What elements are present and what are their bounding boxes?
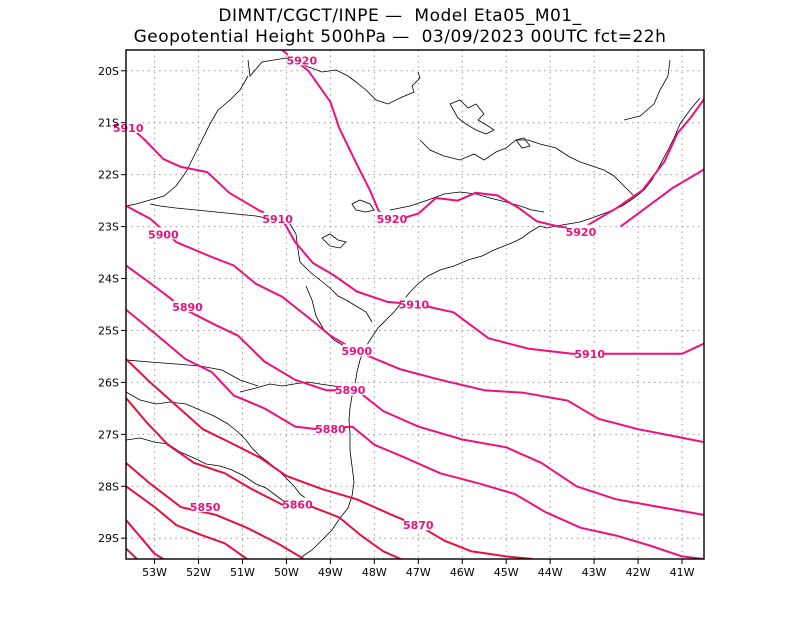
lon-tick-label: 48W	[362, 566, 387, 579]
contour-label-bg	[399, 297, 428, 310]
contour-label-bg	[342, 344, 371, 357]
contour-label: 5920	[566, 226, 597, 239]
political-borders	[126, 57, 701, 559]
state-border-sc-rs	[239, 381, 347, 393]
map-frame	[125, 49, 705, 560]
lat-tick-label: 24S	[98, 273, 119, 286]
contour-label: 5900	[341, 345, 372, 358]
lake-small-3	[515, 137, 531, 149]
contour-label-bg	[283, 497, 312, 510]
contour-line-5910b	[619, 168, 704, 228]
contour-line-5860	[126, 397, 402, 559]
lon-tick-label: 52W	[186, 566, 211, 579]
lon-tick-label: 45W	[494, 566, 519, 579]
contour-line-5840	[126, 485, 248, 559]
lon-tick-label: 43W	[582, 566, 607, 579]
lon-tick-label: 46W	[450, 566, 475, 579]
state-border-sp-rj	[389, 191, 545, 213]
contour-label-bg	[114, 120, 143, 133]
contour-label-bg	[263, 211, 292, 224]
lake-small-1	[351, 199, 375, 213]
contour-label: 5890	[335, 384, 366, 397]
contour-label: 5880	[315, 423, 346, 436]
lat-lon-grid	[126, 50, 704, 559]
lon-tick-label: 51W	[230, 566, 255, 579]
border-uruguay	[126, 437, 301, 507]
contour-label: 5860	[282, 498, 313, 511]
lon-tick-label: 41W	[670, 566, 695, 579]
contour-line-5880	[126, 308, 704, 559]
contour-line-5910	[126, 121, 704, 355]
contour-label: 5910	[262, 213, 293, 226]
contour-label-bg	[377, 211, 406, 224]
contour-line-5850	[126, 462, 305, 559]
lat-tick-label: 29S	[98, 532, 119, 545]
lon-tick-label: 49W	[318, 566, 343, 579]
lat-tick-label: 21S	[98, 117, 119, 130]
contour-label-bg	[336, 383, 365, 396]
lon-tick-label: 42W	[626, 566, 651, 579]
state-border-rj-es	[419, 139, 635, 197]
contour-label-bg	[404, 518, 433, 531]
lon-tick-label: 53W	[142, 566, 167, 579]
state-border-mg-es	[623, 59, 671, 121]
contour-line-5820	[126, 547, 138, 559]
state-border-mg-sp	[247, 57, 421, 105]
lat-tick-label: 26S	[98, 376, 119, 389]
contour-label: 5910	[399, 299, 430, 312]
contour-line-5890	[126, 264, 704, 516]
contour-label: 5910	[113, 122, 144, 135]
contour-label-bg	[173, 300, 202, 313]
contour-labels: 5920 5920 5920 5910 5910 5910 5910 5900 5900 5890…	[113, 53, 605, 532]
map-title-line-2: Geopotential Height 500hPa — 03/09/2023 …	[133, 27, 667, 47]
contour-label-bg	[316, 422, 345, 435]
state-border-sp-north	[126, 75, 249, 207]
contour-label-bg	[575, 346, 604, 359]
contour-label: 5850	[190, 501, 221, 514]
lat-tick-label: 25S	[98, 324, 119, 337]
contour-label: 5920	[287, 54, 318, 67]
contour-label-bg	[566, 224, 595, 237]
contour-line-5920	[281, 50, 704, 231]
contour-label: 5900	[148, 228, 179, 241]
state-border-ms-sp	[149, 203, 373, 323]
contour-label: 5890	[172, 301, 203, 314]
coastline	[299, 97, 701, 559]
lat-tick-label: 28S	[98, 480, 119, 493]
lon-tick-label: 47W	[406, 566, 431, 579]
contour-label-bg	[287, 53, 316, 66]
contour-label: 5920	[377, 213, 408, 226]
contour-label: 5910	[574, 348, 605, 361]
lat-tick-label: 23S	[98, 221, 119, 234]
contour-label-bg	[149, 227, 178, 240]
lat-tick-label: 22S	[98, 169, 119, 182]
lat-tick-label: 20S	[98, 65, 119, 78]
lon-tick-label: 44W	[538, 566, 563, 579]
axis-ticks: 53W 52W 51W 50W 49W 48W 47W 46W 45W 44W 43W 42W 41W 2…	[98, 65, 695, 579]
lon-tick-label: 50W	[274, 566, 299, 579]
contour-label: 5870	[403, 519, 434, 532]
lake-small-2	[321, 233, 347, 249]
lat-tick-label: 27S	[98, 428, 119, 441]
state-border-pr-sc	[305, 285, 351, 351]
border-argentina	[126, 391, 309, 501]
map-title-line-1: DIMNT/CGCT/INPE — Model Eta05_M01_	[218, 6, 582, 26]
contour-line-5870	[126, 358, 533, 559]
lake-furnas	[449, 99, 495, 135]
contour-label-bg	[191, 500, 220, 513]
contour-line-5830	[126, 519, 164, 559]
